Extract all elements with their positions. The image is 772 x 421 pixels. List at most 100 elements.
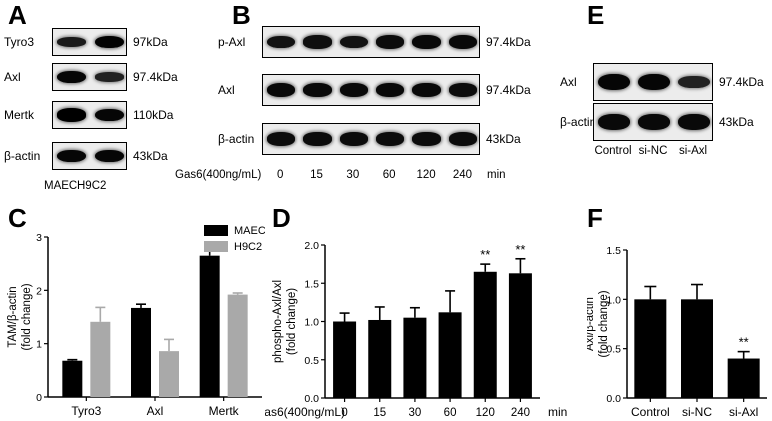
gas6-treatment-label: Gas6(400ng/mL) [175, 169, 262, 181]
blot-row-label-beta-actin: β-actin [218, 132, 255, 146]
blot-band [339, 132, 368, 146]
y-tick-label: 0.0 [606, 393, 621, 405]
blot-strip-axl [593, 63, 713, 101]
lane-label: 15 [310, 169, 323, 181]
blot-row-label-axl: Axl [4, 70, 21, 84]
blot-band [375, 132, 405, 146]
x-tick-label: 240 [511, 407, 530, 419]
blot-row-label-beta-actin: β-actin [560, 115, 597, 129]
panel-letter-c: C [8, 203, 27, 233]
blot-kda-label: 97.4kDa [486, 83, 531, 97]
blot-band [266, 83, 296, 97]
blot-band [678, 113, 710, 131]
blot-band [412, 132, 441, 146]
panel-letter-a: A [8, 0, 27, 30]
significance-annotation: ** [739, 335, 749, 350]
lane-label: Control [594, 145, 632, 157]
blot-kda-label: 43kDa [486, 132, 521, 146]
y-axis-label: phospho-Axl/Axl (fold change) [272, 280, 298, 363]
y-tick-label: 1.0 [304, 317, 319, 329]
x-tick-label: si-Axl [729, 405, 758, 419]
blot-band [448, 83, 477, 97]
bar-chart-phospho-axl: 0.0 0.5 1.0 1.5 2.0 phospho-Axl/Axl (fold chan… [265, 240, 567, 419]
bar [681, 299, 713, 398]
blot-band [375, 83, 405, 97]
y-tick-label: 1.5 [304, 278, 319, 290]
lane-label: si-Axl [678, 145, 708, 157]
y-axis-label: Axl/β-actin (fold change) [587, 290, 610, 357]
blot-band [94, 72, 124, 82]
blot-band [678, 75, 710, 89]
x-axis-unit-label: min [548, 405, 567, 419]
lane-label: 120 [416, 169, 436, 181]
time-unit-label: min [487, 169, 506, 181]
blot-strip-beta-actin [593, 103, 713, 141]
blot-band [94, 35, 124, 49]
y-axis-label-line: TAM/β-actin [7, 286, 19, 347]
y-tick-label: 0.5 [606, 344, 621, 356]
lane-label: H9C2 [77, 180, 107, 192]
blot-band [638, 73, 670, 91]
blot-band [57, 36, 87, 47]
y-tick-label: 1.5 [606, 245, 621, 257]
blot-kda-label: 97.4kDa [486, 35, 531, 49]
bar [199, 255, 220, 397]
y-tick-label: 3 [36, 232, 42, 244]
blot-band [57, 70, 87, 84]
blot-kda-label: 97kDa [133, 35, 168, 49]
blot-strip-p-axl [262, 26, 480, 58]
x-axis-prefix-label: Gas6(400ng/mL) [265, 405, 345, 419]
legend-swatch [204, 241, 228, 252]
blot-kda-label: 97.4kDa [133, 70, 178, 84]
x-tick-label: Mertk [209, 404, 240, 418]
blot-strip-beta-actin [52, 142, 127, 170]
y-tick-label: 0 [36, 392, 42, 404]
y-tick-label: 0.5 [304, 355, 319, 367]
panel-letter-f: F [587, 203, 603, 233]
y-tick-label: 1 [36, 339, 42, 351]
x-tick-label: Control [631, 405, 670, 419]
x-tick-label: si-NC [682, 405, 712, 419]
y-tick-label: 0.0 [304, 393, 319, 405]
panel-letter-d: D [272, 203, 291, 233]
blot-row-label-axl: Axl [560, 75, 577, 89]
legend-label: MAEC [234, 225, 265, 237]
blot-band [94, 108, 124, 122]
blot-kda-label: 97.4kDa [719, 75, 764, 89]
blot-band [339, 35, 368, 49]
blot-band [57, 149, 87, 163]
lane-label: si-NC [638, 145, 668, 157]
y-axis-label-line: phospho-Axl/Axl [272, 280, 284, 363]
blot-row-label-mertk: Mertk [4, 108, 34, 122]
blot-strip-mertk [52, 101, 127, 129]
blot-band [339, 83, 368, 97]
blot-band [266, 132, 296, 146]
bar-chart-axl-knockdown: 0.0 0.5 1.0 1.5 Axl/β-actin (fold change) Cont… [587, 245, 767, 419]
bar [727, 358, 760, 398]
bar [62, 360, 83, 397]
significance-annotation: ** [480, 247, 490, 262]
x-tick-label: Axl [147, 404, 164, 418]
x-tick-label: Tyro3 [71, 404, 101, 418]
bar [90, 321, 111, 397]
y-tick-label: 2.0 [304, 240, 319, 252]
blot-band [375, 35, 405, 49]
blot-row-label-beta-actin: β-actin [4, 149, 41, 163]
bar [131, 307, 151, 397]
blot-strip-axl [262, 74, 480, 106]
blot-band [303, 83, 332, 97]
y-axis-label: TAM/β-actin (fold change) [7, 283, 33, 350]
y-axis-label-line: (fold change) [21, 283, 33, 350]
y-tick-label: 1.0 [606, 294, 621, 306]
blot-row-label-axl: Axl [218, 83, 235, 97]
blot-band [412, 83, 441, 97]
x-tick-label: 60 [444, 407, 457, 419]
lane-label: 240 [452, 169, 473, 181]
panel-letter-b: B [232, 0, 251, 30]
blot-kda-label: 43kDa [133, 149, 168, 163]
blot-band [638, 113, 670, 131]
blot-band [94, 149, 124, 163]
x-tick-label: 15 [373, 407, 386, 419]
bar [368, 319, 392, 398]
blot-kda-label: 43kDa [719, 115, 754, 129]
